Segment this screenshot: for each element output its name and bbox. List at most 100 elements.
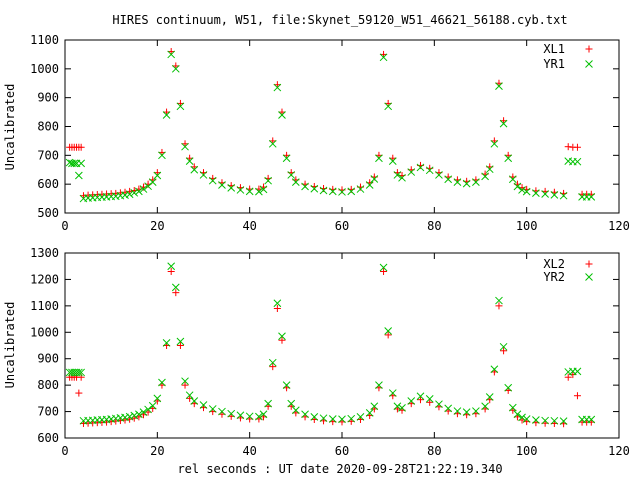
data-point-yr1 [518, 186, 526, 194]
data-point-yr2 [264, 399, 272, 408]
data-point-yr1 [370, 175, 379, 183]
data-point-yr1 [310, 184, 319, 193]
data-point-yr1 [513, 182, 522, 191]
y-tick-label: 900 [37, 91, 59, 105]
data-point-yr2 [425, 395, 434, 403]
data-point-xl2 [384, 331, 392, 339]
data-point-yr2 [139, 408, 148, 416]
data-point-yr2 [384, 327, 393, 335]
data-point-yr2 [199, 401, 208, 409]
data-point-xl2 [176, 342, 184, 349]
data-point-yr1 [278, 111, 286, 119]
data-point-yr2 [273, 299, 282, 308]
data-point-yr2 [218, 407, 226, 416]
data-point-yr2 [522, 415, 531, 423]
data-point-yr1 [375, 154, 383, 163]
data-point-xl2 [278, 336, 286, 344]
legend-marker-xl2 [585, 260, 593, 268]
legend-marker-xl2 [585, 260, 593, 268]
data-point-yr2 [176, 337, 185, 346]
data-point-yr1 [485, 165, 494, 174]
data-point-xl2 [75, 389, 83, 397]
data-point-yr1 [559, 191, 568, 200]
data-point-yr1 [541, 190, 549, 198]
data-point-xl2 [426, 398, 434, 406]
data-point-yr1 [291, 178, 300, 187]
data-point-yr2 [370, 402, 379, 411]
data-point-yr1 [135, 187, 143, 196]
y-tick-label: 600 [37, 431, 59, 445]
data-point-yr2 [508, 403, 517, 412]
y-tick-label: 1300 [30, 246, 59, 260]
x-tick-label: 0 [61, 444, 68, 458]
data-point-yr2 [190, 397, 199, 405]
data-point-yr2 [481, 402, 489, 411]
y-tick-label: 1100 [30, 299, 59, 313]
data-point-yr2 [287, 399, 296, 408]
data-point-yr1 [319, 186, 328, 195]
data-point-yr1 [301, 182, 309, 191]
data-point-yr1 [338, 188, 346, 196]
data-point-xl2 [181, 381, 189, 389]
data-point-yr1 [268, 139, 277, 148]
data-point-yr1 [74, 171, 83, 180]
data-point-yr1 [435, 171, 443, 179]
data-point-yr1 [444, 175, 453, 184]
data-point-yr1 [495, 82, 503, 90]
legend-marker-yr2 [585, 273, 593, 281]
data-point-yr2 [310, 413, 319, 421]
data-point-yr1 [218, 181, 226, 189]
data-point-yr1 [227, 184, 236, 192]
data-point-yr2 [416, 392, 425, 401]
data-point-yr1 [481, 172, 489, 181]
data-point-yr2 [559, 417, 568, 425]
x-tick-label: 60 [335, 219, 349, 233]
y-tick-label: 500 [37, 206, 59, 220]
data-point-yr2 [435, 400, 443, 409]
data-point-yr2 [388, 389, 397, 397]
x-tick-label: 40 [242, 444, 256, 458]
data-point-yr1 [167, 50, 176, 59]
data-point-yr1 [425, 166, 434, 175]
data-point-xl2 [380, 268, 388, 275]
data-point-yr1 [504, 154, 513, 163]
data-point-yr1 [573, 157, 582, 166]
data-point-yr1 [532, 189, 540, 197]
data-point-yr2 [504, 383, 513, 392]
x-tick-label: 60 [335, 444, 349, 458]
x-tick-label: 120 [608, 219, 630, 233]
data-point-yr1 [255, 187, 263, 196]
data-point-yr2 [398, 404, 406, 412]
data-point-yr2 [499, 342, 508, 351]
data-point-yr1 [522, 187, 531, 196]
x-tick-label: 120 [608, 444, 630, 458]
data-point-yr1 [148, 178, 157, 187]
data-point-yr2 [185, 391, 194, 400]
data-point-yr1 [65, 158, 74, 167]
bottom-data-points [65, 262, 596, 428]
data-point-yr1 [384, 102, 393, 111]
data-point-yr2 [485, 393, 494, 401]
data-point-yr2 [125, 412, 134, 421]
data-point-yr2 [338, 415, 346, 424]
data-point-yr1 [130, 188, 139, 197]
data-point-yr1 [259, 185, 268, 194]
data-point-yr1 [490, 139, 499, 148]
y-tick-label: 800 [37, 120, 59, 134]
y-tick-label: 1000 [30, 62, 59, 76]
data-point-yr2 [135, 410, 143, 419]
data-point-yr2 [77, 368, 86, 377]
y-tick-label: 800 [37, 378, 59, 392]
data-point-yr2 [462, 408, 471, 416]
data-point-yr2 [379, 263, 388, 272]
data-point-yr2 [162, 339, 171, 347]
data-point-yr2 [255, 412, 263, 421]
data-point-yr2 [495, 296, 503, 305]
x-tick-label: 20 [150, 444, 164, 458]
data-point-yr2 [319, 414, 328, 423]
data-point-yr2 [444, 404, 453, 413]
data-point-yr1 [416, 163, 425, 172]
legend-marker-yr1 [585, 60, 593, 68]
data-point-yr1 [587, 192, 596, 201]
data-point-yr2 [518, 413, 526, 422]
